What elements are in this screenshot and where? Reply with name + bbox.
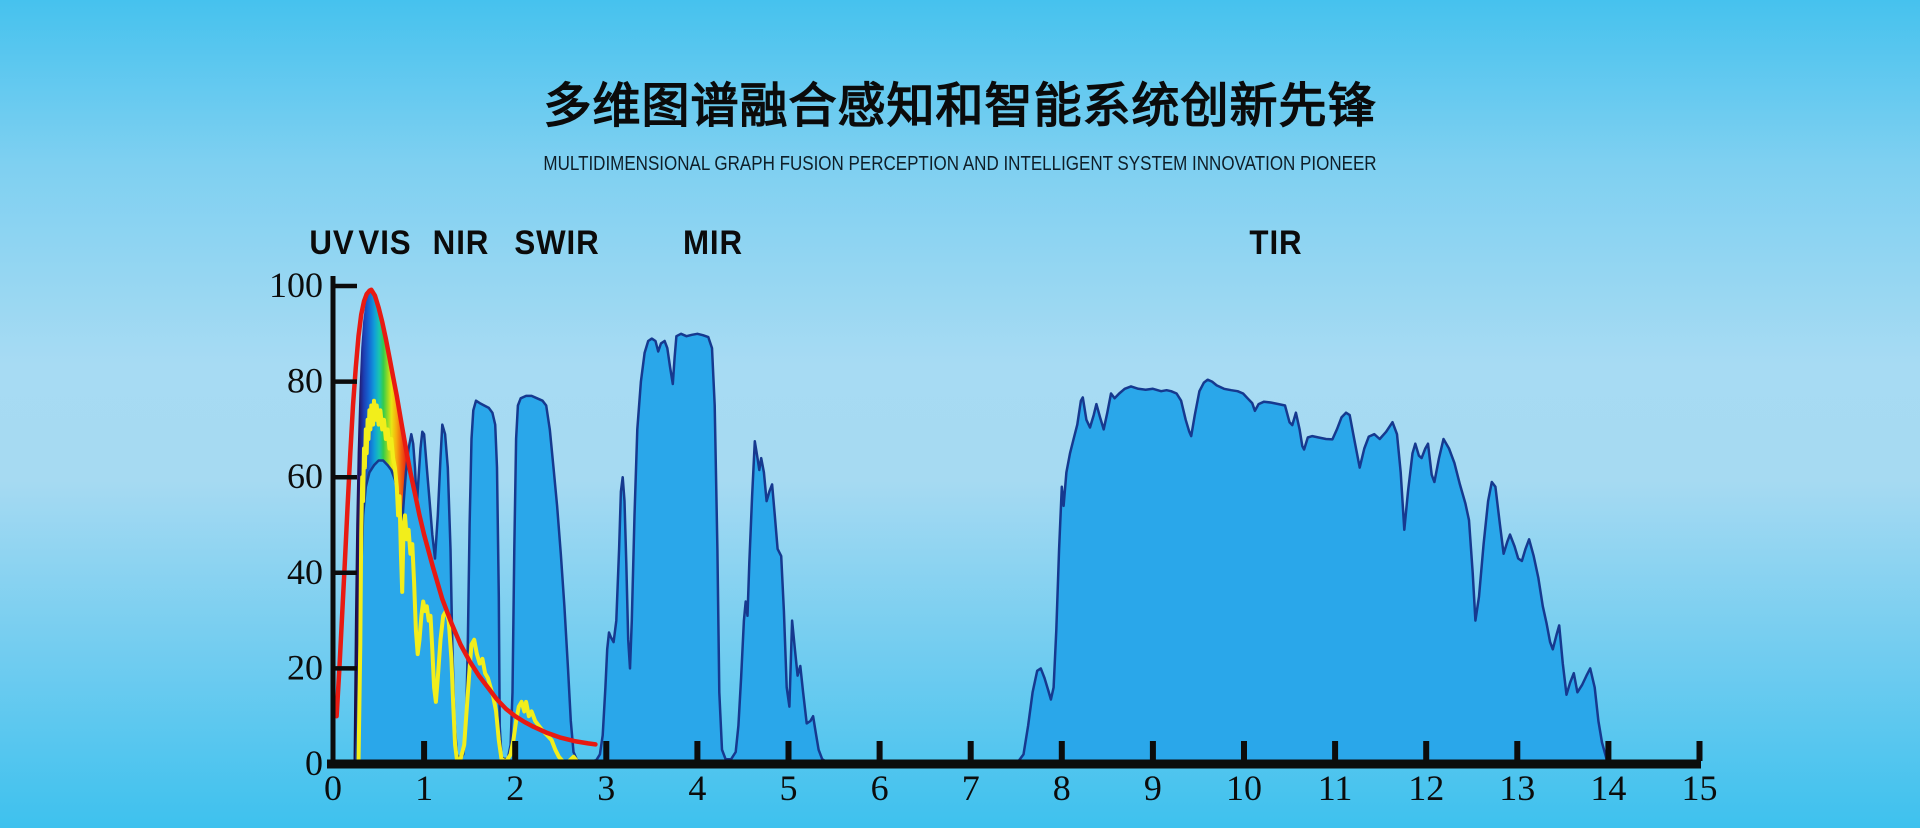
band-label-uv: UV <box>309 224 355 262</box>
y-tick-label: 60 <box>287 456 323 496</box>
band-label-tir: TIR <box>1249 224 1303 262</box>
page-subtitle: MULTIDIMENSIONAL GRAPH FUSION PERCEPTION… <box>543 153 1377 175</box>
band-label-nir: NIR <box>433 224 490 262</box>
x-tick-label: 9 <box>1144 768 1162 808</box>
x-tick-label: 5 <box>780 768 798 808</box>
band-label-mir: MIR <box>682 224 743 262</box>
x-tick-label: 4 <box>688 768 706 808</box>
x-tick-label: 8 <box>1053 768 1071 808</box>
x-tick-label: 12 <box>1408 768 1444 808</box>
axes <box>327 276 1703 769</box>
x-tick-label: 11 <box>1318 768 1353 808</box>
x-tick-label: 14 <box>1590 768 1626 808</box>
x-tick-label: 3 <box>597 768 615 808</box>
band-label-vis: VIS <box>358 224 412 262</box>
page-title: 多维图谱融合感知和智能系统创新先锋 <box>543 78 1377 134</box>
y-tick-label: 20 <box>287 647 323 687</box>
y-tick-label: 0 <box>305 743 323 783</box>
band-label-swir: SWIR <box>514 224 600 262</box>
x-tick-label: 13 <box>1499 768 1535 808</box>
y-tick-label: 80 <box>287 361 323 401</box>
x-tick-label: 1 <box>415 768 433 808</box>
y-tick-label: 100 <box>269 265 323 305</box>
x-tick-label: 15 <box>1682 768 1718 808</box>
x-tick-label: 0 <box>324 768 342 808</box>
x-tick-label: 2 <box>506 768 524 808</box>
x-tick-label: 10 <box>1226 768 1262 808</box>
x-tick-label: 7 <box>962 768 980 808</box>
solar-envelope-curve <box>334 287 598 747</box>
y-tick-label: 40 <box>287 552 323 592</box>
atmospheric-transmission-area <box>354 332 1701 766</box>
x-tick-label: 6 <box>871 768 889 808</box>
solar-irradiance-curve <box>356 398 583 766</box>
